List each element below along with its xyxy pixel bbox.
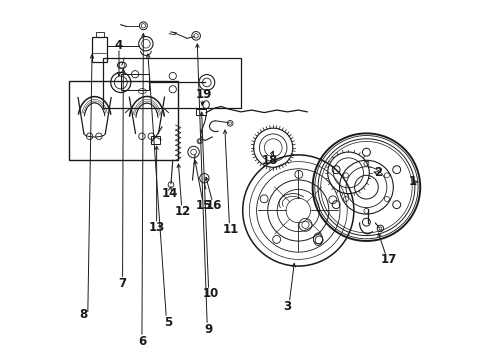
Text: 15: 15 bbox=[196, 199, 212, 212]
Text: 1: 1 bbox=[407, 175, 416, 188]
Text: 4: 4 bbox=[115, 39, 123, 52]
Text: 8: 8 bbox=[80, 308, 88, 321]
Text: 13: 13 bbox=[148, 221, 164, 234]
Bar bbox=[96, 32, 103, 37]
Bar bbox=[102, 58, 241, 108]
Text: 12: 12 bbox=[174, 205, 190, 218]
Text: 11: 11 bbox=[223, 222, 239, 236]
Bar bbox=[196, 109, 206, 116]
Text: 16: 16 bbox=[205, 199, 222, 212]
Text: 2: 2 bbox=[373, 166, 381, 179]
Text: 19: 19 bbox=[196, 88, 212, 101]
Text: 18: 18 bbox=[261, 154, 277, 167]
Bar bbox=[150, 136, 159, 144]
Text: 7: 7 bbox=[118, 277, 126, 290]
Bar bbox=[92, 37, 107, 62]
Text: 6: 6 bbox=[138, 335, 146, 348]
Bar bbox=[121, 74, 149, 90]
Text: 17: 17 bbox=[380, 253, 396, 266]
Text: 9: 9 bbox=[204, 323, 212, 336]
Text: 3: 3 bbox=[282, 300, 290, 313]
Bar bbox=[69, 81, 178, 160]
Text: 5: 5 bbox=[164, 316, 172, 329]
Text: 10: 10 bbox=[202, 287, 218, 300]
Text: 14: 14 bbox=[162, 187, 178, 200]
